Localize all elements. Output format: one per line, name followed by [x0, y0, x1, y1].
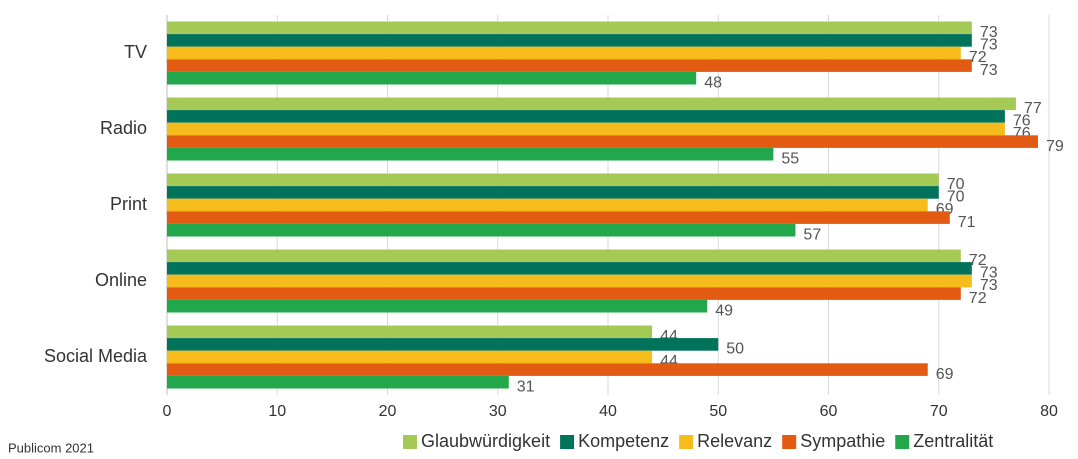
data-label: 50	[726, 341, 744, 358]
data-label: 77	[1024, 100, 1042, 117]
bar	[167, 71, 697, 85]
bar	[167, 59, 972, 72]
legend-swatch	[560, 435, 575, 449]
y-tick-label: TV	[124, 42, 147, 62]
x-tick-label: 60	[820, 403, 838, 420]
bar	[167, 122, 1005, 136]
data-label: 49	[715, 302, 733, 319]
data-label: 55	[781, 150, 799, 167]
data-label: 73	[980, 37, 998, 54]
legend-swatch	[403, 435, 417, 449]
x-tick-label: 50	[709, 403, 727, 420]
data-label: 73	[980, 24, 998, 41]
y-tick-label: Radio	[100, 118, 147, 138]
bar	[167, 299, 708, 313]
y-tick-label: Online	[95, 270, 147, 290]
x-tick-label: 20	[379, 403, 397, 420]
bar	[167, 211, 950, 224]
bar	[167, 110, 1005, 123]
bar	[167, 21, 972, 35]
bar	[167, 350, 653, 364]
data-label: 71	[958, 214, 976, 231]
data-label: 57	[803, 226, 821, 243]
bar	[167, 97, 1016, 111]
bar	[167, 375, 509, 389]
x-tick-label: 80	[1040, 403, 1058, 420]
x-tick-label: 30	[489, 403, 507, 420]
legend-swatch	[895, 435, 910, 449]
data-label: 70	[947, 176, 965, 193]
data-label: 72	[969, 49, 987, 66]
x-tick-label: 40	[599, 403, 617, 420]
x-tick-label: 10	[268, 403, 286, 420]
data-label: 73	[980, 62, 998, 79]
bar	[167, 249, 961, 263]
data-label: 70	[947, 189, 965, 206]
legend-label: Relevanz	[697, 431, 772, 451]
data-label: 72	[969, 252, 987, 269]
bar	[167, 198, 928, 212]
data-label: 31	[517, 378, 535, 395]
data-label: 76	[1013, 113, 1031, 130]
legend-label: Glaubwürdigkeit	[421, 431, 550, 451]
bar	[167, 363, 928, 376]
legend-swatch	[679, 435, 694, 449]
y-tick-label: Social Media	[44, 346, 148, 366]
bar	[167, 223, 796, 237]
data-label: 73	[980, 277, 998, 294]
data-label: 73	[980, 265, 998, 282]
bar	[167, 173, 939, 187]
bar	[167, 274, 972, 288]
bar	[167, 287, 961, 300]
x-tick-label: 0	[163, 403, 172, 420]
data-label: 69	[936, 366, 954, 383]
legend-label: Zentralität	[913, 431, 993, 451]
bar	[167, 325, 653, 339]
legend-label: Sympathie	[800, 431, 885, 451]
bar	[167, 135, 1038, 148]
bar	[167, 46, 961, 60]
bar	[167, 262, 972, 275]
legend-swatch	[782, 435, 797, 449]
legend-label: Kompetenz	[578, 431, 669, 451]
y-tick-label: Print	[110, 194, 147, 214]
data-label: 48	[704, 74, 722, 91]
bar	[167, 147, 774, 161]
data-label: 79	[1046, 138, 1064, 155]
data-label: 72	[969, 290, 987, 307]
bar	[167, 186, 939, 199]
bar	[167, 34, 972, 47]
bar	[167, 338, 719, 351]
source: Publicom 2021	[8, 440, 94, 455]
x-tick-label: 70	[930, 403, 948, 420]
